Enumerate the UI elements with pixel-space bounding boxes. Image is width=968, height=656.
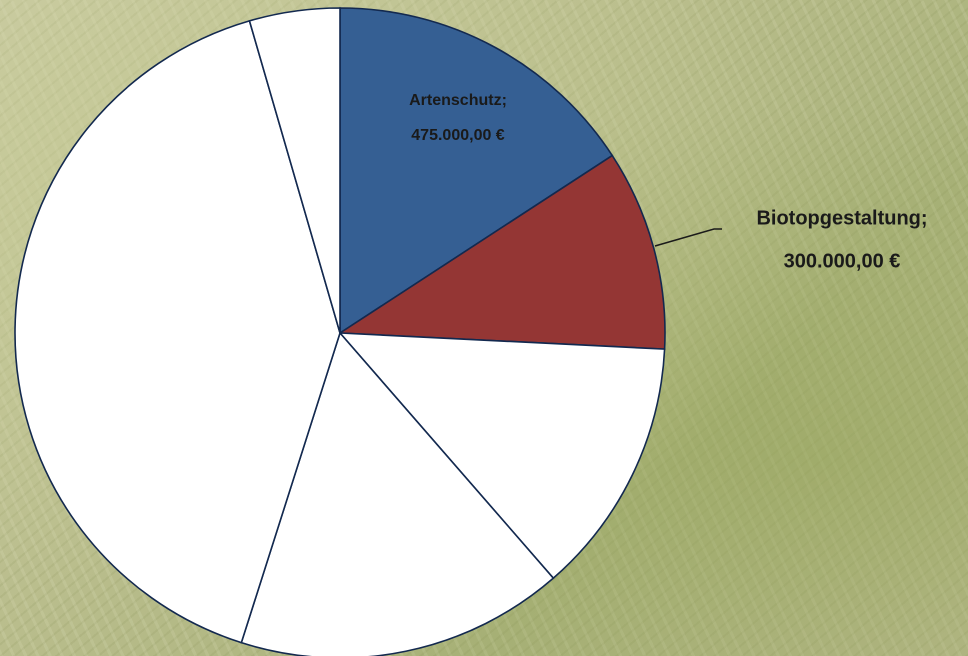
chart: Artenschutz; 475.000,00 € Biotopgestaltung… bbox=[0, 0, 968, 656]
slice-label: Artenschutz; bbox=[409, 92, 507, 109]
slice-value-label: 300.000,00 € bbox=[784, 250, 901, 272]
slice-value-label: 475.000,00 € bbox=[411, 127, 505, 144]
leader-line bbox=[655, 229, 722, 246]
page: Artenschutz; 475.000,00 € Biotopgestaltung… bbox=[0, 0, 968, 656]
slice-label: Biotopgestaltung; bbox=[756, 207, 927, 229]
